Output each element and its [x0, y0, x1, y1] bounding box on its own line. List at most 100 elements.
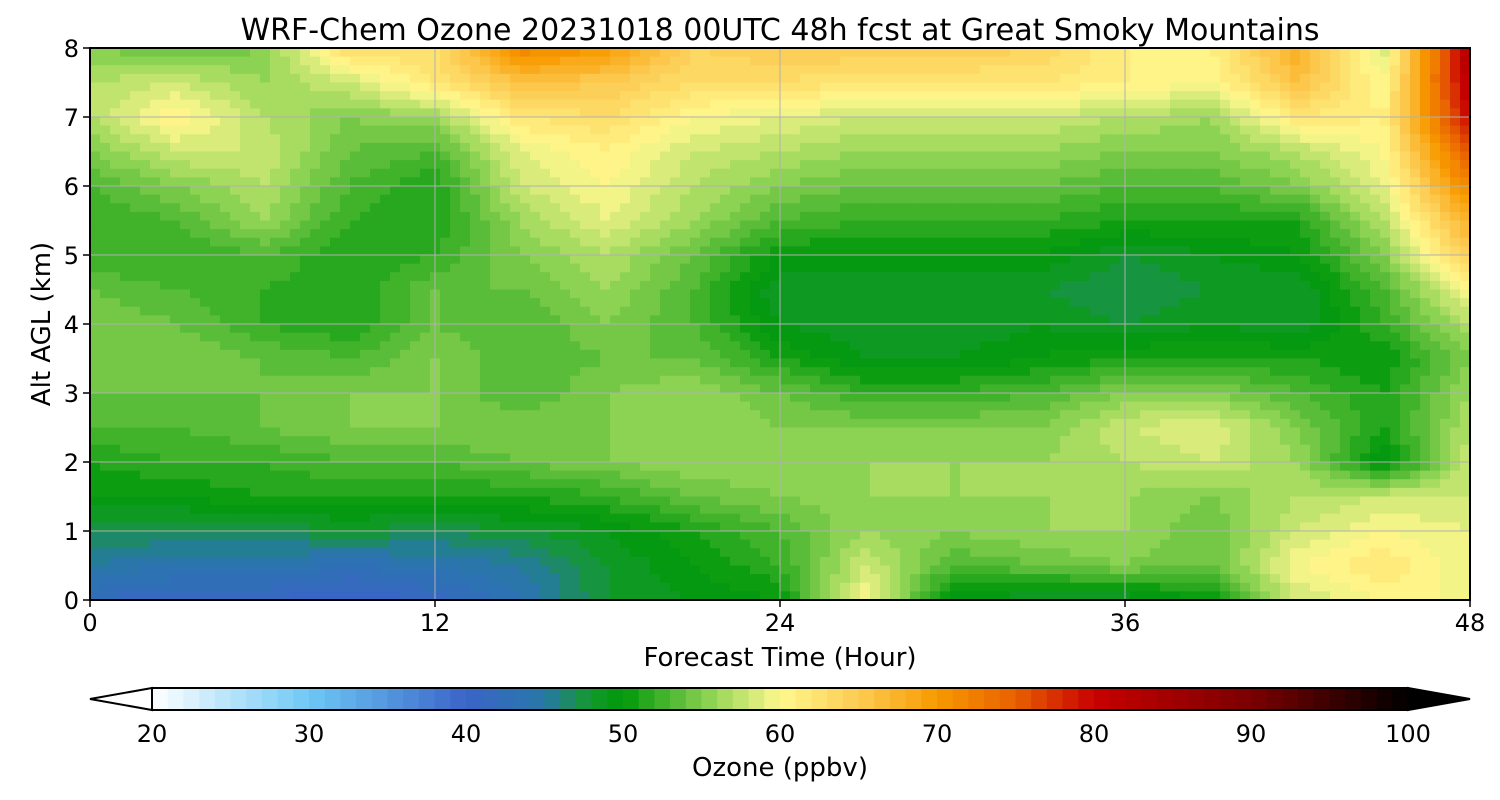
- field-cell: [990, 280, 1001, 291]
- field-cell: [800, 151, 811, 161]
- field-cell: [440, 177, 451, 187]
- field-cell: [1010, 349, 1021, 360]
- field-cell: [290, 272, 301, 282]
- field-cell: [1260, 194, 1271, 204]
- field-cell: [1280, 324, 1291, 334]
- field-cell: [1140, 160, 1151, 170]
- field-cell: [610, 315, 621, 325]
- field-cell: [1050, 65, 1061, 75]
- field-cell: [1300, 246, 1311, 256]
- field-cell: [1410, 306, 1421, 316]
- field-cell: [1060, 73, 1071, 84]
- field-cell: [1300, 211, 1311, 222]
- field-cell: [410, 142, 421, 153]
- field-cell: [170, 315, 181, 325]
- field-cell: [310, 272, 321, 282]
- field-cell: [1280, 280, 1291, 291]
- field-cell: [230, 324, 241, 334]
- field-cell: [1270, 280, 1281, 291]
- field-cell: [630, 237, 641, 247]
- field-cell: [890, 151, 901, 161]
- field-cell: [1370, 65, 1381, 75]
- field-cell: [330, 117, 341, 127]
- field-cell: [750, 134, 761, 144]
- field-cell: [790, 211, 801, 222]
- field-cell: [400, 151, 411, 161]
- field-cell: [550, 332, 561, 342]
- field-cell: [370, 306, 381, 316]
- field-cell: [650, 117, 661, 127]
- field-cell: [880, 125, 891, 135]
- field-cell: [850, 56, 861, 66]
- field-cell: [740, 229, 751, 239]
- field-cell: [320, 229, 331, 239]
- field-cell: [600, 220, 611, 230]
- field-cell: [920, 186, 931, 196]
- field-cell: [1130, 306, 1141, 316]
- field-cell: [220, 237, 231, 247]
- field-cell: [920, 91, 931, 101]
- field-cell: [140, 151, 151, 161]
- field-cell: [540, 220, 551, 230]
- field-cell: [1350, 65, 1361, 75]
- field-cell: [1250, 117, 1261, 127]
- field-cell: [1410, 117, 1421, 127]
- field-cell: [910, 56, 921, 66]
- field-cell: [1440, 108, 1451, 118]
- field-cell: [1010, 229, 1021, 239]
- field-cell: [830, 82, 841, 92]
- field-cell: [470, 177, 481, 187]
- field-cell: [120, 108, 131, 118]
- field-cell: [500, 315, 511, 325]
- field-cell: [1090, 73, 1101, 84]
- field-cell: [1040, 332, 1051, 342]
- field-cell: [1030, 306, 1041, 316]
- field-cell: [850, 91, 861, 101]
- field-cell: [1100, 186, 1111, 196]
- field-cell: [660, 229, 671, 239]
- field-cell: [1160, 246, 1171, 256]
- field-cell: [610, 91, 621, 101]
- field-cell: [1100, 272, 1111, 282]
- field-cell: [720, 117, 731, 127]
- field-cell: [690, 48, 701, 58]
- field-cell: [1210, 289, 1221, 299]
- field-cell: [1330, 48, 1341, 58]
- field-cell: [850, 289, 861, 299]
- field-cell: [580, 246, 591, 256]
- field-cell: [860, 349, 871, 360]
- field-cell: [390, 99, 401, 109]
- field-cell: [210, 91, 221, 101]
- field-cell: [250, 56, 261, 66]
- field-cell: [120, 203, 131, 213]
- field-cell: [1200, 341, 1211, 351]
- field-cell: [880, 168, 891, 178]
- field-cell: [1300, 99, 1311, 109]
- field-cell: [930, 151, 941, 161]
- field-cell: [790, 117, 801, 127]
- field-cell: [100, 91, 111, 101]
- field-cell: [1390, 151, 1401, 161]
- field-cell: [950, 177, 961, 187]
- field-cell: [970, 280, 981, 291]
- field-cell: [1350, 99, 1361, 109]
- field-cell: [1090, 324, 1101, 334]
- field-cell: [1280, 168, 1291, 178]
- field-cell: [630, 134, 641, 144]
- field-cell: [830, 315, 841, 325]
- field-cell: [250, 117, 261, 127]
- field-cell: [630, 306, 641, 316]
- field-cell: [730, 211, 741, 222]
- field-cell: [1430, 48, 1441, 58]
- field-cell: [1170, 186, 1181, 196]
- field-cell: [490, 324, 501, 334]
- field-cell: [900, 315, 911, 325]
- field-cell: [1150, 263, 1161, 273]
- field-cell: [810, 349, 821, 360]
- field-cell: [1140, 82, 1151, 92]
- field-cell: [1260, 73, 1271, 84]
- field-cell: [630, 349, 641, 360]
- field-cell: [840, 263, 851, 273]
- field-cell: [680, 194, 691, 204]
- field-cell: [1420, 203, 1431, 213]
